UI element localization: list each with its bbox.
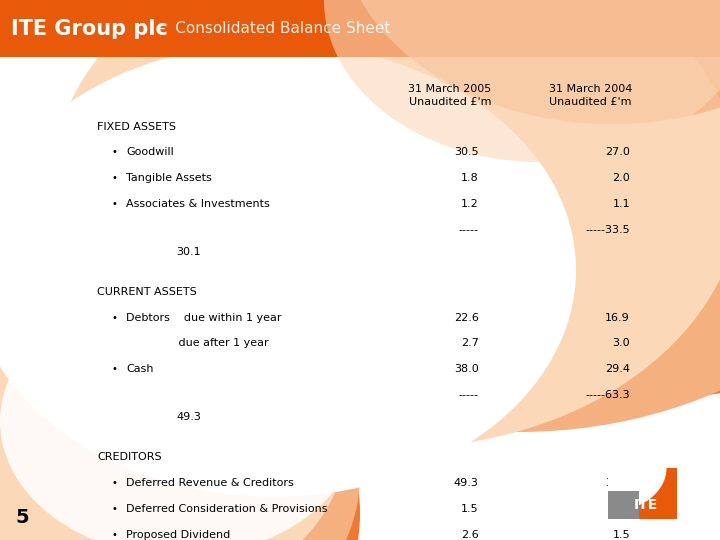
Text: •: • <box>112 173 117 184</box>
Text: 2.7: 2.7 <box>461 339 479 348</box>
Circle shape <box>324 0 720 162</box>
Text: CREDITORS: CREDITORS <box>97 452 162 462</box>
Text: Cash: Cash <box>126 364 153 374</box>
FancyBboxPatch shape <box>608 491 639 519</box>
Text: •: • <box>112 504 117 514</box>
Circle shape <box>50 0 720 448</box>
Text: -----63.3: -----63.3 <box>585 390 630 400</box>
Text: 3.0: 3.0 <box>613 339 630 348</box>
Text: •: • <box>112 199 117 210</box>
Text: 31 March 2005: 31 March 2005 <box>408 84 492 94</box>
Text: •: • <box>112 478 117 488</box>
Text: -----: ----- <box>459 390 479 400</box>
Text: 30.1: 30.1 <box>176 247 201 257</box>
Text: 1.1: 1.1 <box>613 199 630 210</box>
Text: CURRENT ASSETS: CURRENT ASSETS <box>97 287 197 296</box>
Circle shape <box>187 0 720 400</box>
Text: 5: 5 <box>16 508 30 527</box>
Text: 1.8: 1.8 <box>461 173 479 184</box>
Text: –  Consolidated Balance Sheet: – Consolidated Balance Sheet <box>153 21 390 36</box>
Text: 2.0: 2.0 <box>612 173 630 184</box>
FancyBboxPatch shape <box>0 0 720 57</box>
Text: 22.6: 22.6 <box>454 313 479 322</box>
Text: •: • <box>112 530 117 539</box>
Text: due after 1 year: due after 1 year <box>126 339 269 348</box>
Text: 2.6: 2.6 <box>461 530 479 539</box>
Text: -----: ----- <box>459 225 479 235</box>
Text: -----33.5: -----33.5 <box>585 225 630 235</box>
Text: 38.7: 38.7 <box>605 478 630 488</box>
Text: Goodwill: Goodwill <box>126 147 174 158</box>
Text: Debtors    due within 1 year: Debtors due within 1 year <box>126 313 282 322</box>
Polygon shape <box>628 468 677 519</box>
Text: Deferred Revenue & Creditors: Deferred Revenue & Creditors <box>126 478 294 488</box>
Circle shape <box>0 270 360 540</box>
Text: 16.9: 16.9 <box>606 313 630 322</box>
Text: Proposed Dividend: Proposed Dividend <box>126 530 230 539</box>
Circle shape <box>238 0 720 346</box>
Text: 30.5: 30.5 <box>454 147 479 158</box>
Circle shape <box>0 270 360 540</box>
Text: 49.3: 49.3 <box>454 478 479 488</box>
Text: 1.5: 1.5 <box>462 504 479 514</box>
Circle shape <box>0 286 360 540</box>
Text: Unaudited £'m: Unaudited £'m <box>549 97 631 107</box>
Text: 49.3: 49.3 <box>176 413 202 422</box>
Text: 1.2: 1.2 <box>461 199 479 210</box>
Text: Deferred Consideration & Provisions: Deferred Consideration & Provisions <box>126 504 328 514</box>
Text: 29.4: 29.4 <box>605 364 630 374</box>
Circle shape <box>0 281 346 540</box>
Circle shape <box>0 43 576 497</box>
Text: •: • <box>112 364 117 374</box>
Text: •: • <box>112 147 117 158</box>
Text: Tangible Assets: Tangible Assets <box>126 173 212 184</box>
Text: 38.0: 38.0 <box>454 364 479 374</box>
Circle shape <box>0 286 338 540</box>
Text: ITE: ITE <box>634 498 658 512</box>
Text: Associates & Investments: Associates & Investments <box>126 199 270 210</box>
Circle shape <box>338 0 720 124</box>
Text: ITE Group plc: ITE Group plc <box>11 18 168 39</box>
Text: 31 March 2004: 31 March 2004 <box>549 84 632 94</box>
FancyBboxPatch shape <box>608 468 677 519</box>
Text: 0.9: 0.9 <box>612 504 630 514</box>
Text: 27.0: 27.0 <box>605 147 630 158</box>
Circle shape <box>550 424 667 512</box>
Text: Unaudited £'m: Unaudited £'m <box>409 97 491 107</box>
Text: •: • <box>112 313 117 322</box>
Circle shape <box>122 0 720 432</box>
Text: 1.5: 1.5 <box>613 530 630 539</box>
Text: FIXED ASSETS: FIXED ASSETS <box>97 122 176 132</box>
